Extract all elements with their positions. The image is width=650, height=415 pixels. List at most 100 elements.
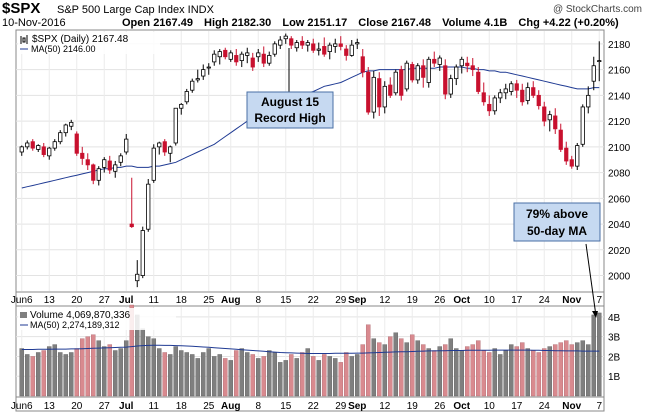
candle xyxy=(547,110,552,132)
vol-legend-swatch xyxy=(20,312,27,318)
candle-body xyxy=(322,46,327,55)
volume-bar xyxy=(233,350,239,397)
volume-bar xyxy=(481,350,487,397)
candle xyxy=(443,59,448,100)
candle-body xyxy=(294,42,299,49)
candle-body xyxy=(80,152,85,159)
volume-bar xyxy=(145,336,151,397)
volume-bar xyxy=(431,350,437,397)
chg-label: Chg xyxy=(518,17,540,29)
candle xyxy=(47,146,52,160)
date-tick-label: 12 xyxy=(379,401,391,412)
volume-bar xyxy=(85,336,91,397)
candle-body xyxy=(305,42,310,46)
candle-body xyxy=(349,44,354,56)
candle-body xyxy=(553,115,558,130)
candle xyxy=(245,47,250,64)
volume-bar xyxy=(79,338,85,397)
candle-body xyxy=(542,106,547,122)
volume-bar xyxy=(178,350,184,397)
date-tick-label: 11 xyxy=(149,401,160,412)
volume-bar xyxy=(530,350,536,397)
candle-body xyxy=(371,76,376,113)
bottom-date-strip xyxy=(15,396,605,412)
date-tick-label: 19 xyxy=(407,295,419,306)
candle-body xyxy=(421,65,426,78)
candle xyxy=(294,40,299,52)
candle-body xyxy=(41,146,46,155)
price-tick-label: 2020 xyxy=(608,246,631,257)
volume-bar xyxy=(343,352,349,397)
volume-bar xyxy=(365,324,371,397)
volume-bar xyxy=(272,352,278,397)
volume-bar xyxy=(35,352,41,397)
date-tick-label: 24 xyxy=(539,401,551,412)
ohlc-readout: Open 2167.49 High 2182.30 Low 2151.17 Cl… xyxy=(122,17,627,29)
candle-body xyxy=(69,121,74,127)
candle xyxy=(520,83,525,106)
date-tick-label: Jun6 xyxy=(11,295,33,306)
high-label: High xyxy=(204,17,229,29)
candle-body xyxy=(459,58,464,67)
candle-body xyxy=(311,43,316,51)
volume-bar xyxy=(398,338,404,397)
candle-body xyxy=(206,66,211,69)
candle-body xyxy=(168,146,173,154)
candle xyxy=(344,45,349,61)
candle-body xyxy=(217,51,222,58)
candle-body xyxy=(201,69,206,77)
candle xyxy=(41,142,46,158)
candle xyxy=(531,81,536,98)
volume-bar xyxy=(563,340,569,397)
date-tick-label: 17 xyxy=(511,401,523,412)
candle xyxy=(514,79,519,98)
volume-bar xyxy=(321,354,327,397)
volume-bar xyxy=(327,356,333,397)
date-tick-label: Jul xyxy=(119,295,134,306)
candle xyxy=(201,64,206,80)
date-tick-label: Sep xyxy=(348,401,366,412)
volume-bar xyxy=(415,340,421,397)
candles xyxy=(19,33,602,288)
candle-body xyxy=(558,129,563,150)
candle xyxy=(212,50,217,66)
candle-body xyxy=(173,107,178,144)
candle-body xyxy=(162,141,167,153)
date-tick-label: Jun6 xyxy=(11,401,33,412)
date-tick-label: 13 xyxy=(44,295,56,306)
candle xyxy=(492,95,497,115)
candle-body xyxy=(520,89,525,103)
candle-body xyxy=(316,48,321,51)
candle-body xyxy=(267,55,272,64)
volume-bar xyxy=(52,344,58,397)
open-label: Open xyxy=(122,17,151,29)
candle xyxy=(454,64,459,86)
candle-body xyxy=(30,141,35,149)
volume-bar xyxy=(409,334,415,397)
ma-legend-text: MA(50) 2146.00 xyxy=(31,44,96,54)
price-tick-label: 2120 xyxy=(608,117,631,128)
candle-legend-icon xyxy=(20,35,28,44)
candle xyxy=(311,38,316,53)
volume-bar xyxy=(442,344,448,397)
volume-axis: 1B 2B 3B 4B xyxy=(608,313,621,383)
volume-bar xyxy=(569,344,575,397)
candle xyxy=(564,141,569,165)
date-tick-label: 20 xyxy=(71,401,83,412)
volume-bar xyxy=(294,358,300,397)
august-record-high-callout: August 15 Record High xyxy=(246,91,334,129)
candle-body xyxy=(514,83,519,91)
above-ma-callout: 79% above 50-day MA xyxy=(513,202,601,242)
candle xyxy=(437,55,442,71)
chart-header: $SPX S&P 500 Large Cap Index INDX @ Stoc… xyxy=(0,0,650,32)
candle-body xyxy=(272,43,277,55)
price-panel xyxy=(15,29,605,293)
candle-body xyxy=(74,133,79,154)
candle xyxy=(558,123,563,152)
date-tick-label: 12 xyxy=(379,295,391,306)
volume-bar xyxy=(376,342,382,397)
candle xyxy=(399,65,404,101)
date-label: 10-Nov-2016 xyxy=(2,17,66,29)
date-tick-label: 8 xyxy=(255,295,261,306)
